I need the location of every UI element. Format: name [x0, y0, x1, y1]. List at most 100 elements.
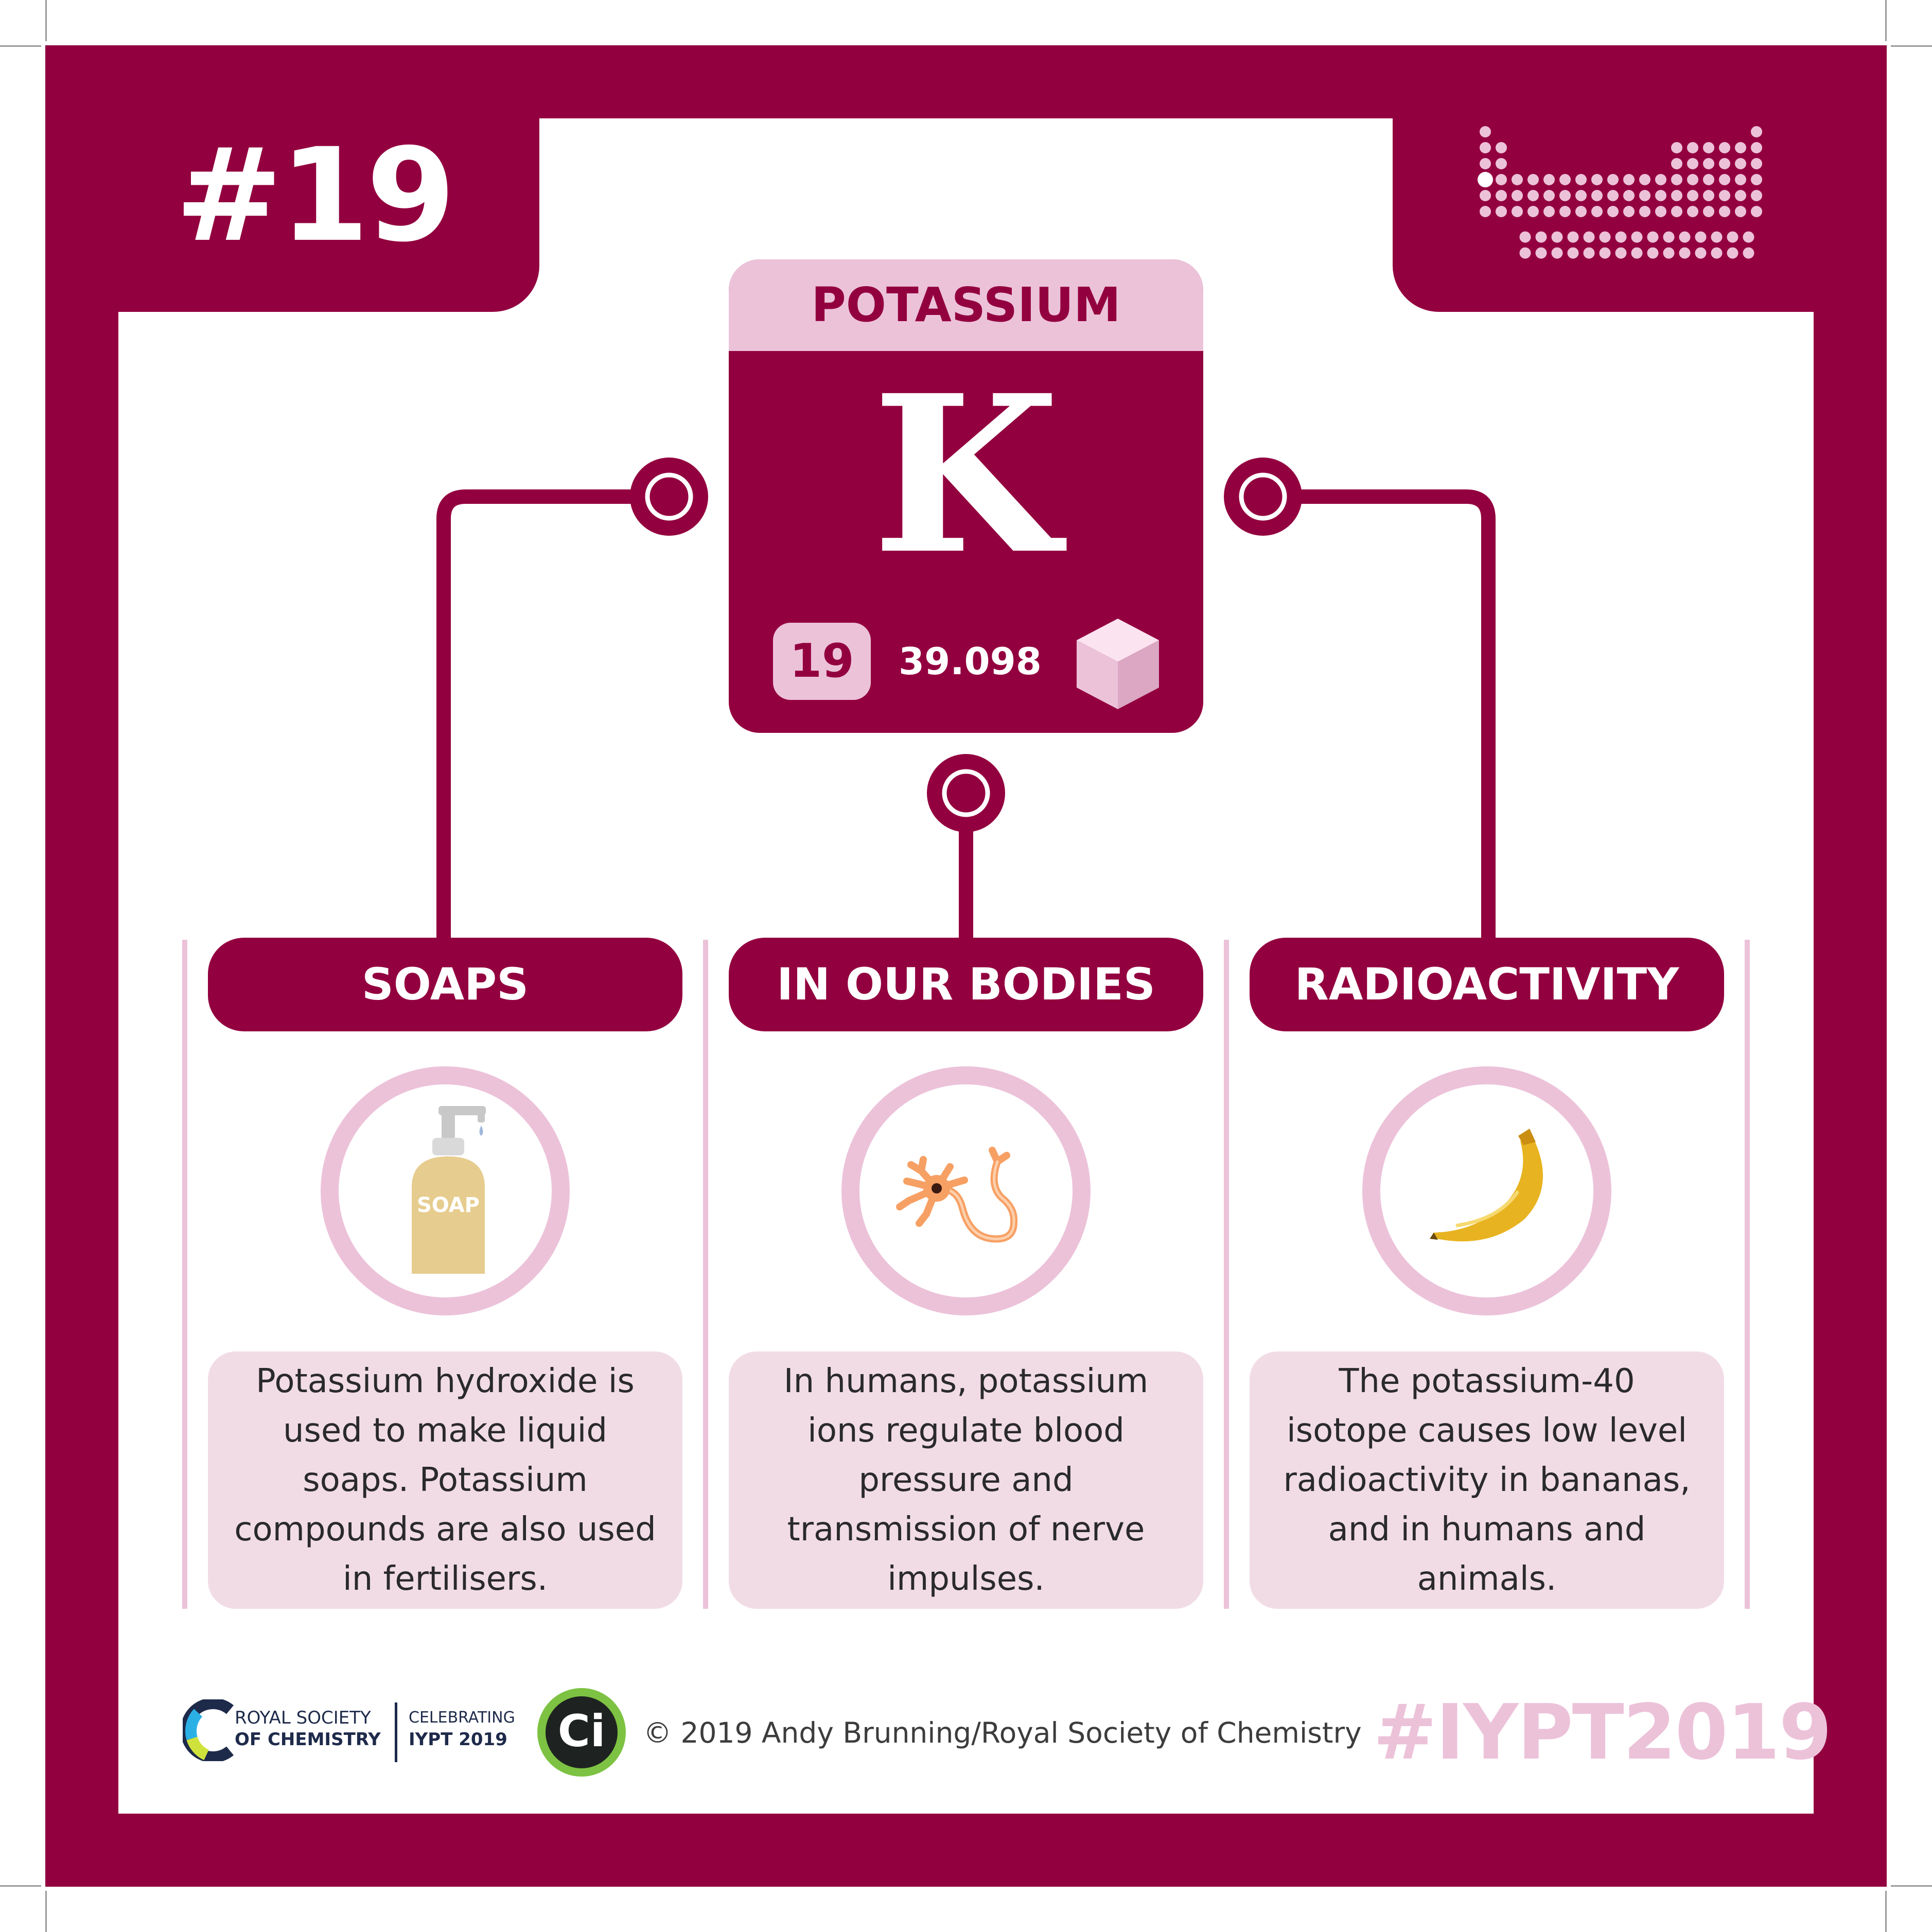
- periodic-table-dot: [1535, 247, 1547, 259]
- periodic-table-dot: [1551, 247, 1563, 259]
- periodic-table-dot: [1527, 190, 1539, 201]
- periodic-table-dot: [1719, 158, 1730, 169]
- number-tab: [45, 45, 539, 312]
- periodic-table-dot: [1751, 142, 1762, 153]
- iypt-line2: IYPT 2019: [409, 1729, 507, 1750]
- periodic-table-dot: [1623, 206, 1635, 217]
- periodic-table-dot: [1703, 158, 1714, 169]
- periodic-table-dot: [1519, 247, 1531, 259]
- periodic-table-dot: [1671, 206, 1682, 217]
- periodic-table-dot: [1727, 231, 1738, 243]
- periodic-table-dot: [1543, 206, 1555, 217]
- periodic-table-dot: [1480, 142, 1491, 153]
- periodic-table-dot: [1751, 158, 1762, 169]
- periodic-table-dot: [1639, 174, 1650, 185]
- periodic-table-dot: [1751, 174, 1762, 185]
- periodic-table-dot: [1478, 172, 1493, 187]
- periodic-table-dot: [1607, 174, 1619, 185]
- periodic-table-dot: [1496, 206, 1507, 217]
- crop-mark: [1891, 1885, 1932, 1887]
- periodic-table-dot: [1719, 206, 1730, 217]
- periodic-table-dot: [1695, 247, 1707, 259]
- element-card: POTASSIUM K 19 39.098: [729, 259, 1203, 733]
- neuron-icon-circle: [841, 1066, 1091, 1315]
- element-name-header: [729, 259, 1203, 351]
- compound-interest-logo-icon: [537, 1688, 626, 1777]
- periodic-table-dot: [1559, 206, 1571, 217]
- periodic-table-dot: [1735, 190, 1746, 201]
- periodic-table-dot: [1615, 231, 1627, 243]
- crop-mark: [0, 1885, 41, 1887]
- periodic-table-dot: [1583, 247, 1595, 259]
- periodic-table-dot: [1512, 206, 1523, 217]
- soaps-description: Potassium hydroxide is used to make liqu…: [234, 1362, 656, 1598]
- banana-icon-circle: [1362, 1066, 1611, 1315]
- periodic-table-dot: [1687, 158, 1698, 169]
- crop-mark: [1891, 45, 1932, 47]
- periodic-table-dot: [1655, 206, 1666, 217]
- rsc-name-line2: OF CHEMISTRY: [235, 1729, 381, 1750]
- column-divider: [1224, 940, 1229, 1609]
- column-divider: [703, 940, 708, 1609]
- periodic-table-dot: [1735, 142, 1746, 153]
- periodic-table-dot: [1639, 206, 1650, 217]
- element-number-badge: #19: [175, 120, 455, 270]
- column-divider: [1745, 940, 1750, 1609]
- periodic-table-dot: [1751, 190, 1762, 201]
- periodic-table-dot: [1687, 190, 1698, 201]
- periodic-table-dot: [1480, 158, 1491, 169]
- periodic-table-dot: [1743, 231, 1754, 243]
- periodic-table-dot: [1703, 174, 1714, 185]
- periodic-table-dot: [1735, 206, 1746, 217]
- crop-mark: [45, 1891, 47, 1932]
- periodic-table-dot: [1535, 231, 1547, 243]
- periodic-table-dot: [1663, 247, 1675, 259]
- periodic-table-dot: [1527, 174, 1539, 185]
- hashtag: #IYPT2019: [1373, 1688, 1832, 1777]
- periodic-table-dot: [1559, 174, 1571, 185]
- soap-icon-circle: SOAP: [321, 1066, 570, 1315]
- element-name: POTASSIUM: [811, 277, 1121, 332]
- periodic-table-dot: [1671, 174, 1682, 185]
- periodic-table-dot: [1567, 247, 1579, 259]
- periodic-table-dot: [1607, 190, 1619, 201]
- periodic-table-dot: [1671, 158, 1682, 169]
- section-title-radioactivity: RADIOACTIVITY: [1250, 938, 1724, 1031]
- periodic-table-dot: [1575, 174, 1587, 185]
- periodic-table-dot: [1623, 190, 1635, 201]
- periodic-table-dot: [1623, 174, 1635, 185]
- periodic-table-dot: [1743, 247, 1754, 259]
- periodic-table-dot: [1543, 174, 1555, 185]
- periodic-table-dot: [1711, 247, 1723, 259]
- periodic-table-dot: [1647, 231, 1659, 243]
- section-title-bodies: IN OUR BODIES: [729, 938, 1203, 1031]
- soap-dispenser-icon: SOAP: [412, 1106, 486, 1274]
- rsc-logo-icon: [183, 1699, 234, 1761]
- crop-mark: [1885, 1891, 1887, 1932]
- periodic-table-dot: [1663, 231, 1675, 243]
- periodic-table-dot: [1519, 231, 1531, 243]
- periodic-table-dot: [1687, 142, 1698, 153]
- periodic-table-dot: [1551, 231, 1563, 243]
- compound-interest-mark: Ci: [557, 1706, 606, 1757]
- periodic-table-dot: [1695, 231, 1707, 243]
- periodic-table-dot: [1719, 190, 1730, 201]
- periodic-table-dot: [1496, 158, 1507, 169]
- periodic-table-dot: [1496, 190, 1507, 201]
- periodic-table-dot: [1703, 190, 1714, 201]
- radioactivity-description: The potassium-40 isotope causes low leve…: [1283, 1362, 1691, 1598]
- radioactivity-description-box: The potassium-40 isotope causes low leve…: [1250, 1351, 1724, 1609]
- periodic-table-dot: [1599, 231, 1611, 243]
- copyright-credit: © 2019 Andy Brunning/Royal Society of Ch…: [643, 1716, 1362, 1749]
- iypt-line1: CELEBRATING: [409, 1709, 515, 1727]
- periodic-table-dot: [1687, 206, 1698, 217]
- bodies-description-box: In humans, potassium ions regulate blood…: [729, 1351, 1203, 1609]
- periodic-table-dot: [1751, 126, 1762, 137]
- periodic-table-dot: [1559, 190, 1571, 201]
- periodic-table-dot: [1575, 190, 1587, 201]
- periodic-table-dot: [1711, 231, 1723, 243]
- periodic-table-dot: [1527, 206, 1539, 217]
- periodic-table-dot: [1655, 190, 1666, 201]
- periodic-table-dot: [1719, 174, 1730, 185]
